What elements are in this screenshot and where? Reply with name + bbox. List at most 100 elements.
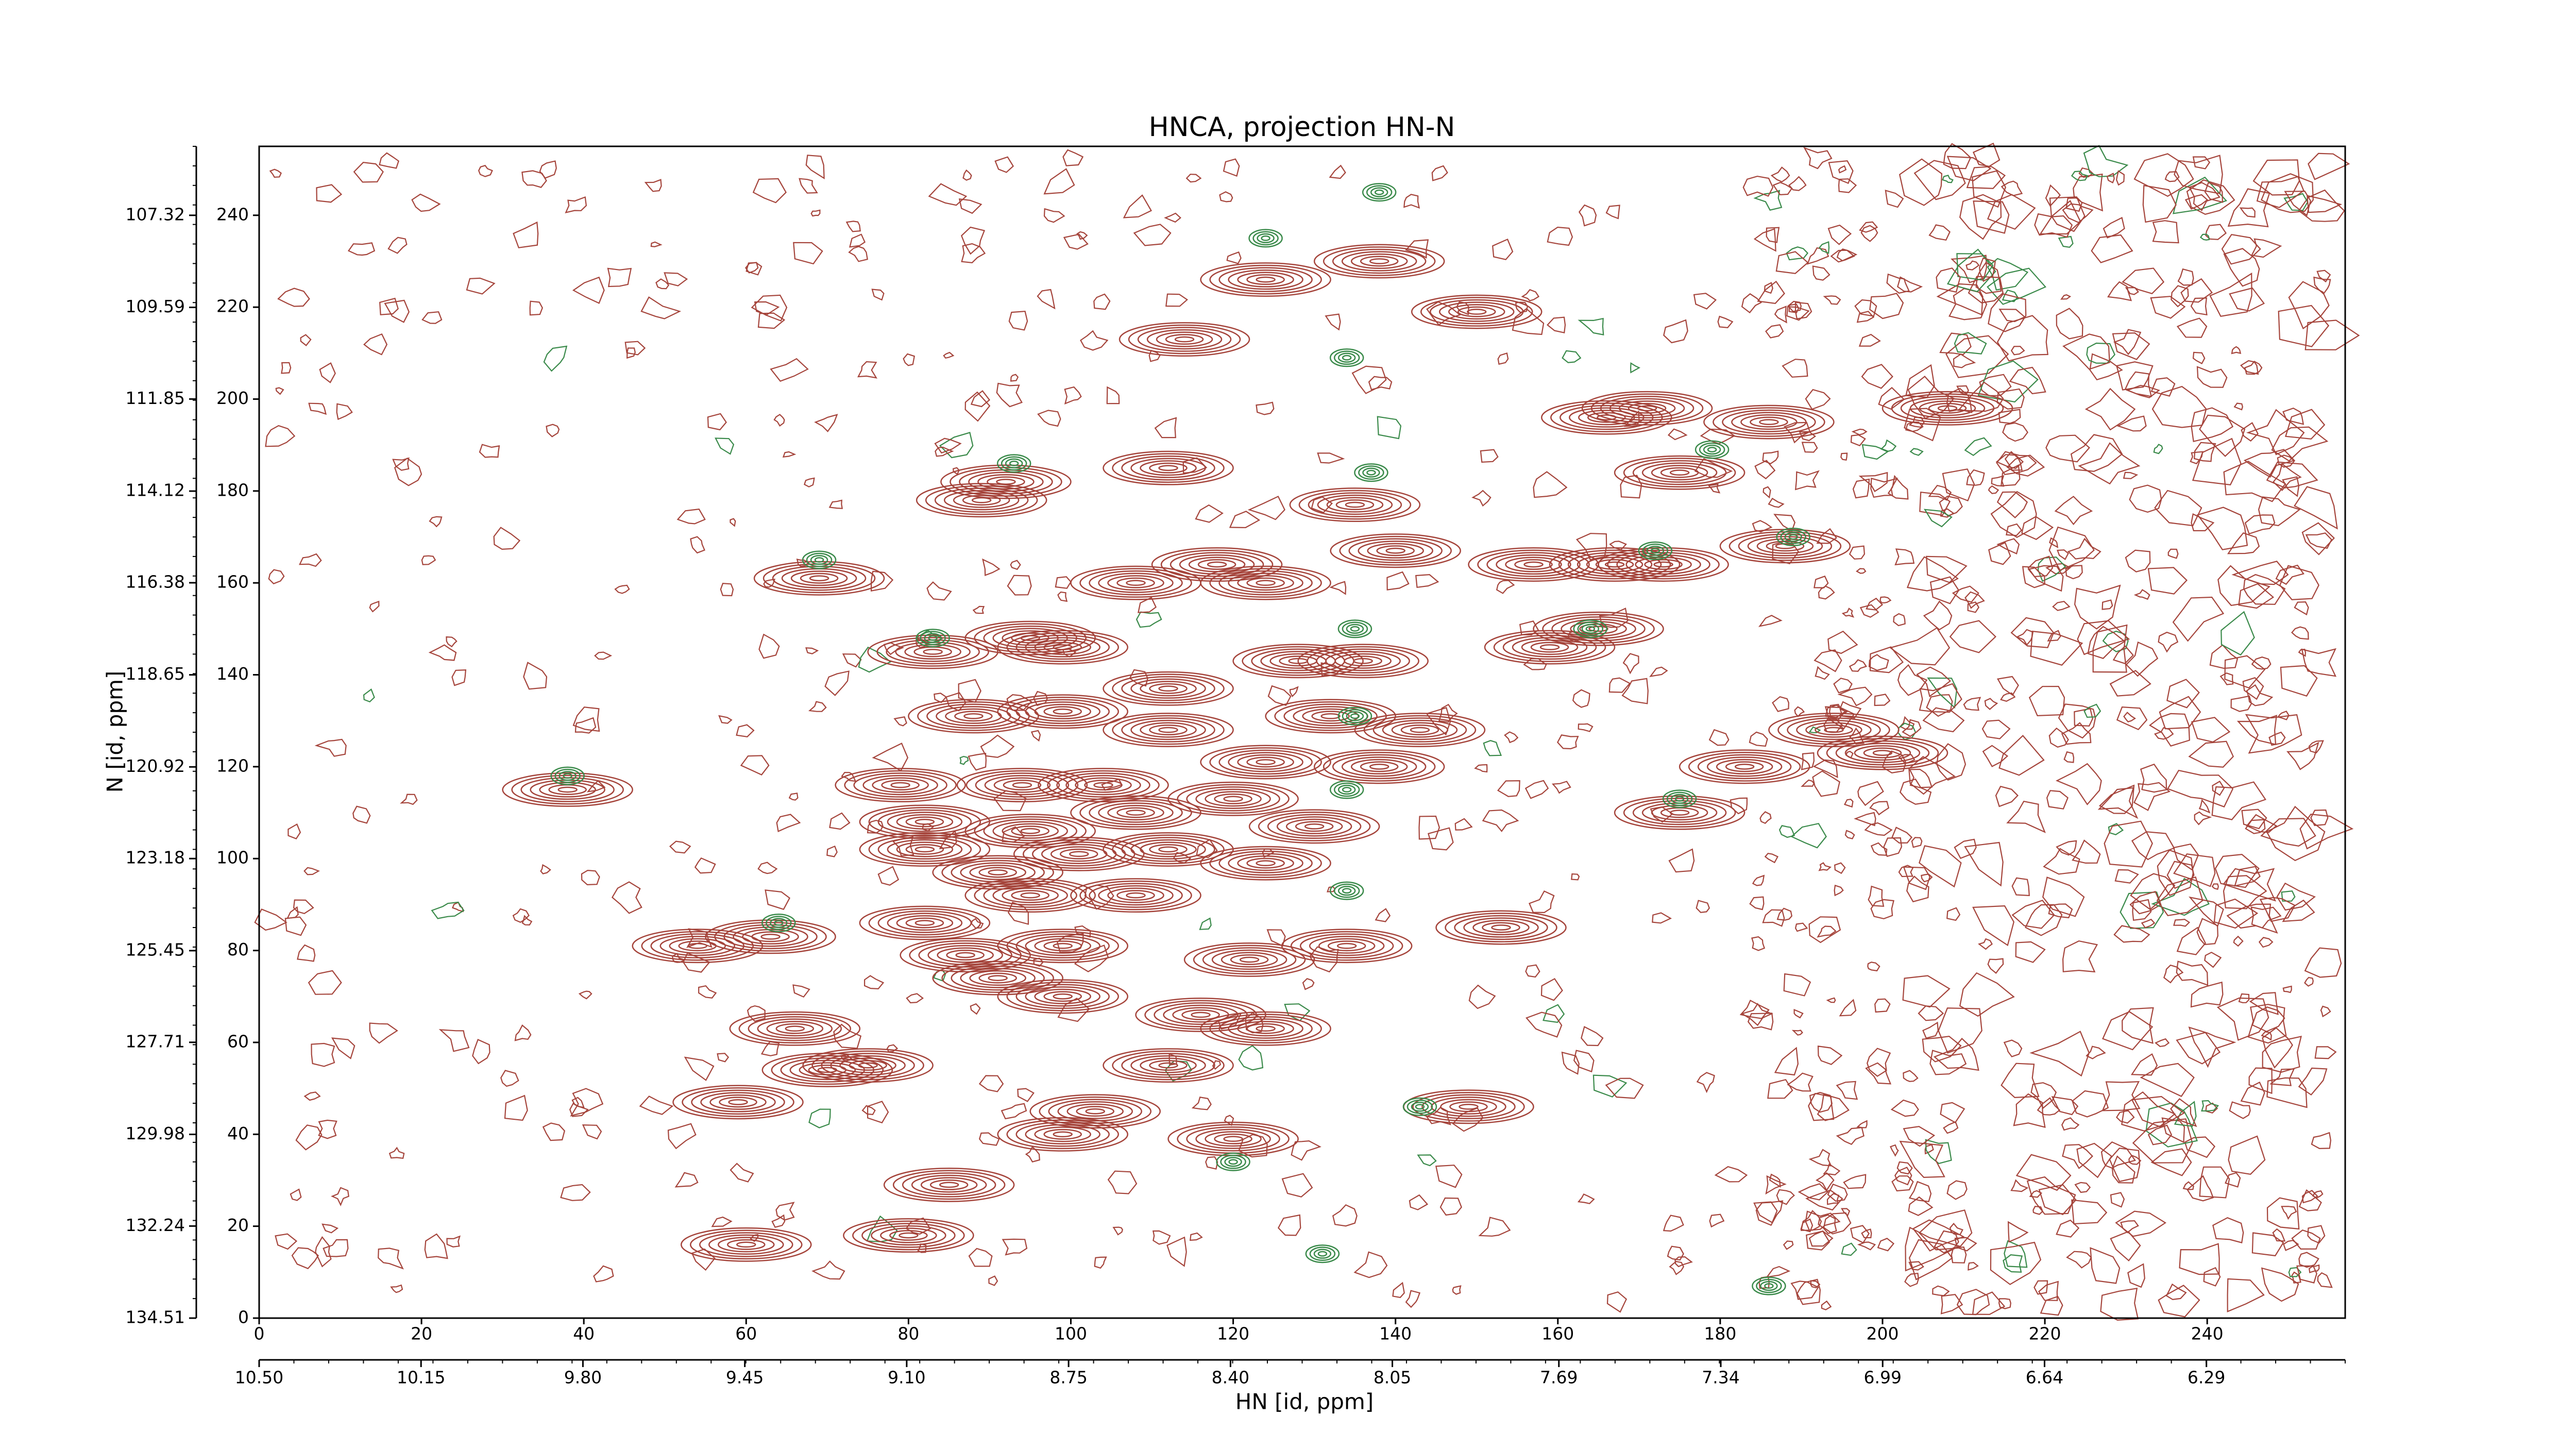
noise-contour	[2141, 918, 2156, 929]
noise-contour	[1925, 1139, 1952, 1165]
noise-contour	[1353, 1251, 1388, 1278]
peak-contour	[905, 816, 944, 828]
noise-contour	[2027, 565, 2064, 592]
noise-contour	[2048, 526, 2095, 571]
noise-contour	[1902, 975, 1951, 1008]
peak-contour	[1257, 233, 1275, 244]
noise-contour	[1998, 309, 2026, 323]
peak-contour	[1130, 719, 1206, 740]
peak-contour	[785, 1025, 805, 1032]
noise-contour	[2110, 1231, 2141, 1262]
peak-contour	[877, 809, 972, 835]
noise-contour	[2072, 1090, 2109, 1118]
noise-contour	[2190, 451, 2204, 465]
noise-contour	[1606, 1291, 1628, 1313]
peak-contour	[963, 713, 984, 719]
noise-contour	[2196, 366, 2228, 388]
peak-contour	[1660, 467, 1699, 478]
peak-contour	[859, 905, 991, 940]
noise-contour	[1794, 470, 1820, 491]
noise-contour	[1841, 1242, 1857, 1256]
peak-contour	[1209, 568, 1322, 598]
noise-contour	[1219, 191, 1233, 203]
noise-contour	[792, 984, 810, 998]
peak-contour	[1411, 1102, 1429, 1112]
peak-contour	[817, 1067, 838, 1073]
peak-contour	[1333, 350, 1360, 365]
peak-contour	[1025, 986, 1100, 1007]
noise-contour	[2173, 918, 2191, 927]
noise-contour	[2011, 877, 2030, 897]
noise-contour	[1797, 1278, 1821, 1305]
noise-contour	[1812, 770, 1840, 797]
noise-contour	[2251, 1006, 2285, 1032]
peak-contour	[1149, 1060, 1188, 1071]
noise-contour	[864, 975, 885, 990]
peak-contour	[1006, 931, 1119, 961]
peak-contour	[1289, 487, 1421, 523]
noise-contour	[1788, 304, 1800, 314]
noise-contour	[2311, 1132, 2332, 1150]
peak-contour	[1590, 393, 1704, 424]
peak-contour	[1348, 538, 1443, 564]
peak-contour	[808, 1064, 847, 1075]
peak-contour	[835, 768, 966, 803]
noise-contour	[2133, 153, 2194, 197]
noise-contour	[1435, 1165, 1463, 1188]
noise-contour	[1806, 1231, 1831, 1251]
peak-contour	[1484, 630, 1616, 665]
noise-contour	[903, 353, 916, 366]
noise-contour	[1238, 1044, 1264, 1071]
noise-contour	[607, 267, 632, 288]
noise-contour	[1995, 785, 2019, 807]
noise-contour	[2158, 1285, 2200, 1318]
noise-contour	[2266, 1197, 2300, 1230]
peak-contour	[951, 860, 1045, 885]
peak-contour	[1056, 772, 1150, 798]
peak-contour	[941, 857, 1054, 887]
peak-contour	[868, 834, 981, 865]
noise-contour	[1788, 176, 1807, 191]
peak-contour	[554, 768, 581, 783]
noise-contour	[1991, 475, 2005, 487]
peak-contour	[761, 914, 796, 933]
noise-contour	[2132, 899, 2152, 921]
y-axis-label: N [id, ppm]	[103, 671, 128, 793]
noise-contour	[1843, 799, 1854, 808]
noise-contour	[943, 351, 955, 359]
noise-contour	[2226, 903, 2278, 934]
peak-contour	[550, 766, 585, 785]
noise-contour	[1885, 190, 1904, 208]
noise-contour	[2284, 190, 2311, 216]
noise-contour	[804, 477, 815, 487]
peak-contour	[1323, 752, 1436, 782]
noise-contour	[1709, 1214, 1725, 1228]
peak-contour	[1304, 823, 1325, 830]
noise-contour	[2070, 434, 2123, 472]
peak-contour	[1205, 791, 1262, 807]
noise-contour	[1094, 1256, 1107, 1269]
noise-contour	[1906, 875, 1929, 903]
noise-contour	[1621, 678, 1649, 704]
peak-contour	[1256, 1025, 1276, 1032]
noise-contour	[2261, 1267, 2299, 1302]
peak-contour	[1362, 467, 1380, 478]
noise-contour	[2188, 1026, 2236, 1068]
peak-contour	[1070, 878, 1201, 913]
noise-contour	[500, 1070, 519, 1087]
noise-contour	[1968, 276, 2004, 304]
noise-contour	[2067, 537, 2102, 560]
peak-contour	[978, 867, 1017, 878]
peak-contour	[1358, 541, 1433, 561]
noise-contour	[1801, 779, 1815, 787]
noise-contour	[1912, 1219, 1965, 1252]
peak-contour	[992, 885, 1068, 906]
peak-contour	[1369, 764, 1389, 770]
peak-contour	[900, 938, 1031, 972]
noise-contour	[2124, 371, 2153, 397]
peak-contour	[1121, 676, 1215, 701]
noise-contour	[1968, 1261, 1979, 1271]
y-tick-label: 160	[216, 572, 249, 592]
noise-contour	[1794, 706, 1805, 717]
